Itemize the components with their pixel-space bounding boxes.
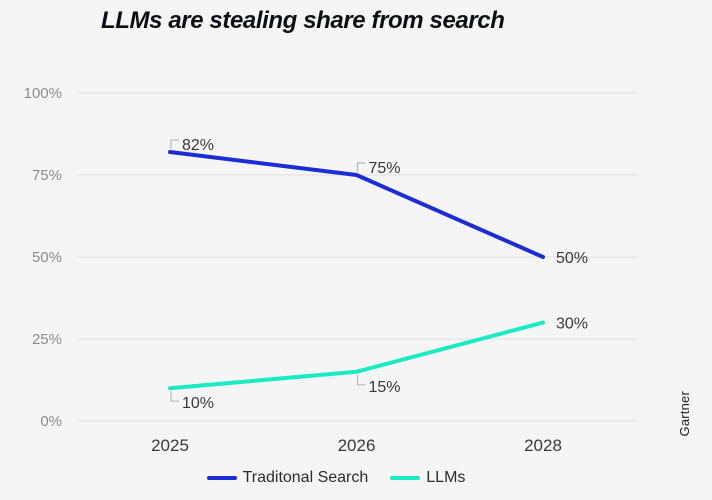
source-attribution: Gartner: [677, 391, 692, 437]
x-axis-tick-label: 2025: [151, 436, 189, 455]
label-leader-line: [170, 391, 179, 402]
data-point-label: 10%: [182, 395, 214, 412]
data-point-label: 82%: [182, 137, 214, 154]
y-axis-tick-label: 100%: [24, 85, 62, 102]
label-leader-line: [356, 162, 366, 172]
y-axis-tick-label: 0%: [40, 413, 62, 430]
label-leader-line: [170, 139, 179, 150]
data-point-label: 30%: [556, 316, 588, 333]
legend-swatch-llms: [390, 476, 421, 480]
series-line-traditional-search: [168, 150, 545, 259]
y-axis-tick-label: 75%: [32, 167, 62, 184]
data-point-label: 50%: [556, 250, 588, 267]
y-axis-tick-label: 50%: [32, 249, 62, 266]
legend-item-llms: LLMs: [390, 469, 465, 487]
y-axis-tick-label: 25%: [32, 331, 62, 348]
label-leader-line: [356, 374, 366, 386]
x-axis-tick-label: 2028: [524, 436, 562, 455]
chart-legend: Traditonal Search LLMs: [0, 469, 712, 487]
x-axis-tick-label: 2026: [338, 436, 376, 455]
series-line-llms: [168, 320, 545, 391]
data-point-label: 75%: [369, 160, 401, 177]
legend-item-traditional-search: Traditonal Search: [206, 469, 369, 487]
legend-label-llms: LLMs: [426, 469, 466, 486]
legend-swatch-traditional-search: [206, 476, 237, 480]
chart-title: LLMs are stealing share from search: [101, 7, 505, 34]
legend-label-traditional-search: Traditonal Search: [242, 469, 369, 486]
line-chart-plot: 0% 25% 50% 75% 100% 2025 2026 2028 82% 75% 50% 10% 1…: [24, 85, 637, 455]
data-point-label: 15%: [369, 379, 401, 396]
